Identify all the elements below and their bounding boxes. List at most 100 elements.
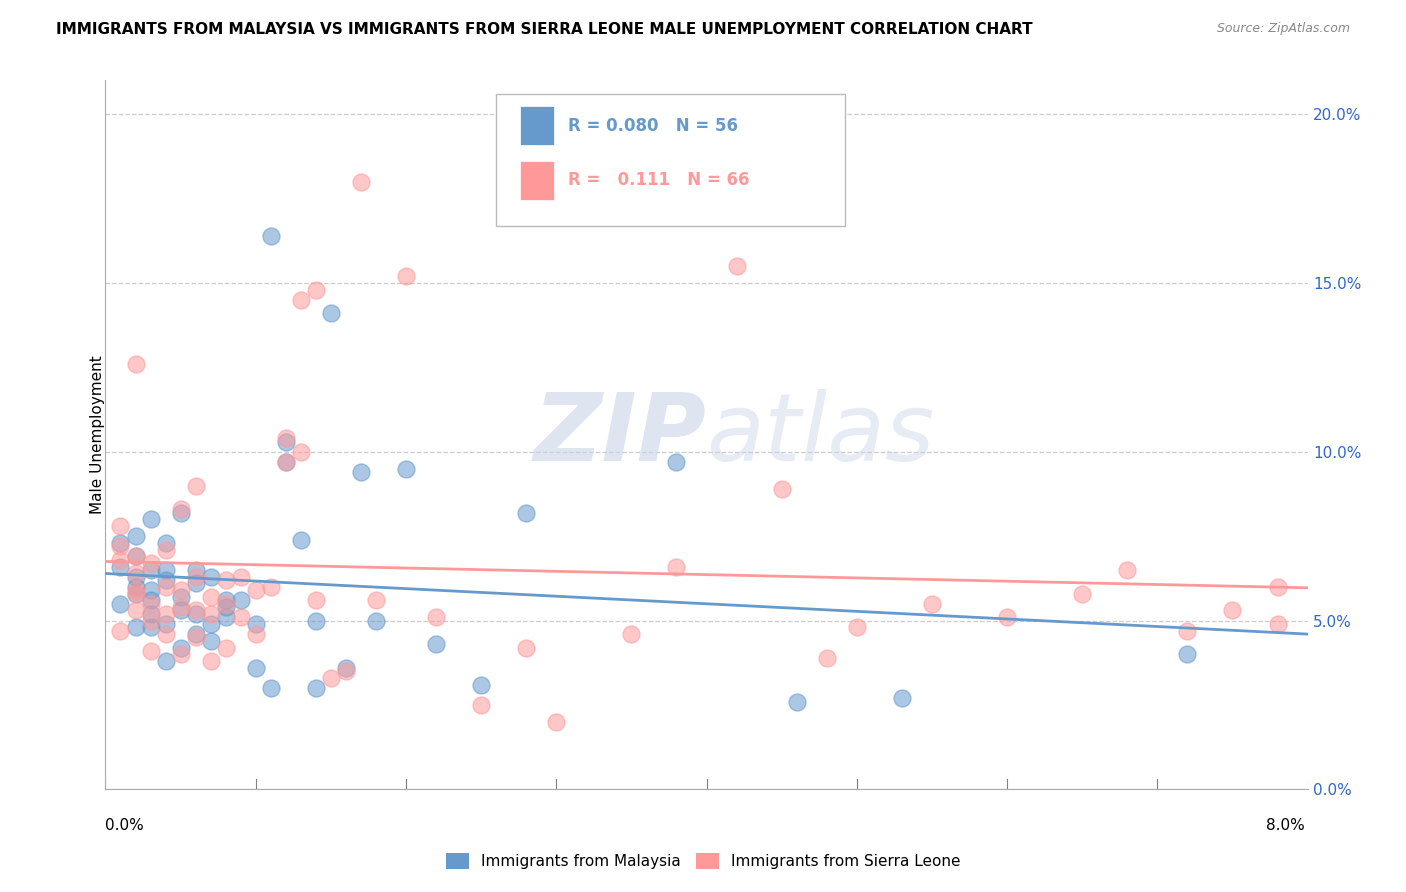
Point [319,306,342,320]
Point [214,573,236,587]
Point [274,431,297,445]
Point [335,661,357,675]
Point [995,610,1018,624]
Point [274,455,297,469]
Point [184,607,207,621]
Point [1175,624,1198,638]
Point [395,461,418,475]
Point [305,681,328,695]
Point [169,648,191,662]
Point [245,583,267,598]
Point [124,586,146,600]
Point [200,654,222,668]
Point [245,617,267,632]
Point [350,175,373,189]
Point [110,559,132,574]
Point [274,434,297,449]
Point [665,455,688,469]
Point [200,570,222,584]
Point [274,455,297,469]
Point [214,597,236,611]
Point [124,549,146,564]
Point [214,600,236,615]
Point [350,465,373,479]
Point [1267,580,1289,594]
Point [184,631,207,645]
Point [139,556,162,570]
Point [200,607,222,621]
Point [139,597,162,611]
Point [1071,586,1094,600]
Point [395,269,418,284]
Point [124,549,146,564]
Point [184,627,207,641]
Point [184,478,207,492]
Point [169,583,191,598]
Point [229,610,252,624]
Point [169,590,191,604]
Point [169,502,191,516]
Point [260,580,283,594]
Point [124,580,146,594]
Point [200,617,222,632]
Point [1116,563,1139,577]
Point [515,640,537,655]
Point [110,519,132,533]
FancyBboxPatch shape [520,161,554,200]
Point [665,559,688,574]
Point [890,691,912,706]
Legend: Immigrants from Malaysia, Immigrants from Sierra Leone: Immigrants from Malaysia, Immigrants fro… [440,847,966,875]
Point [110,536,132,550]
Point [124,357,146,371]
Point [184,603,207,617]
Point [290,533,312,547]
Point [169,603,191,617]
Point [169,506,191,520]
Point [305,614,328,628]
Point [229,570,252,584]
Point [1267,617,1289,632]
Text: ZIP: ZIP [534,389,707,481]
Point [319,671,342,685]
Point [364,614,387,628]
Point [124,583,146,598]
Point [214,610,236,624]
Point [139,583,162,598]
Point [815,650,838,665]
Point [139,607,162,621]
Point [184,576,207,591]
Point [139,512,162,526]
Point [770,482,793,496]
Point [110,553,132,567]
Point [124,529,146,543]
Point [245,661,267,675]
Point [155,617,177,632]
Text: R =   0.111   N = 66: R = 0.111 N = 66 [568,171,749,189]
Point [470,698,492,712]
Point [155,607,177,621]
Point [139,620,162,634]
Point [425,637,447,651]
Point [110,539,132,553]
Point [139,644,162,658]
Point [245,627,267,641]
Text: Source: ZipAtlas.com: Source: ZipAtlas.com [1216,22,1350,36]
Point [364,593,387,607]
Text: 0.0%: 0.0% [105,818,145,832]
Point [110,624,132,638]
Point [169,600,191,615]
Point [214,593,236,607]
Point [921,597,943,611]
Point [305,283,328,297]
Point [1222,603,1244,617]
Point [214,640,236,655]
Point [470,678,492,692]
Point [139,563,162,577]
Point [335,664,357,679]
FancyBboxPatch shape [496,95,845,226]
Y-axis label: Male Unemployment: Male Unemployment [90,356,104,514]
Point [124,620,146,634]
Point [155,654,177,668]
Point [124,566,146,581]
Point [200,633,222,648]
